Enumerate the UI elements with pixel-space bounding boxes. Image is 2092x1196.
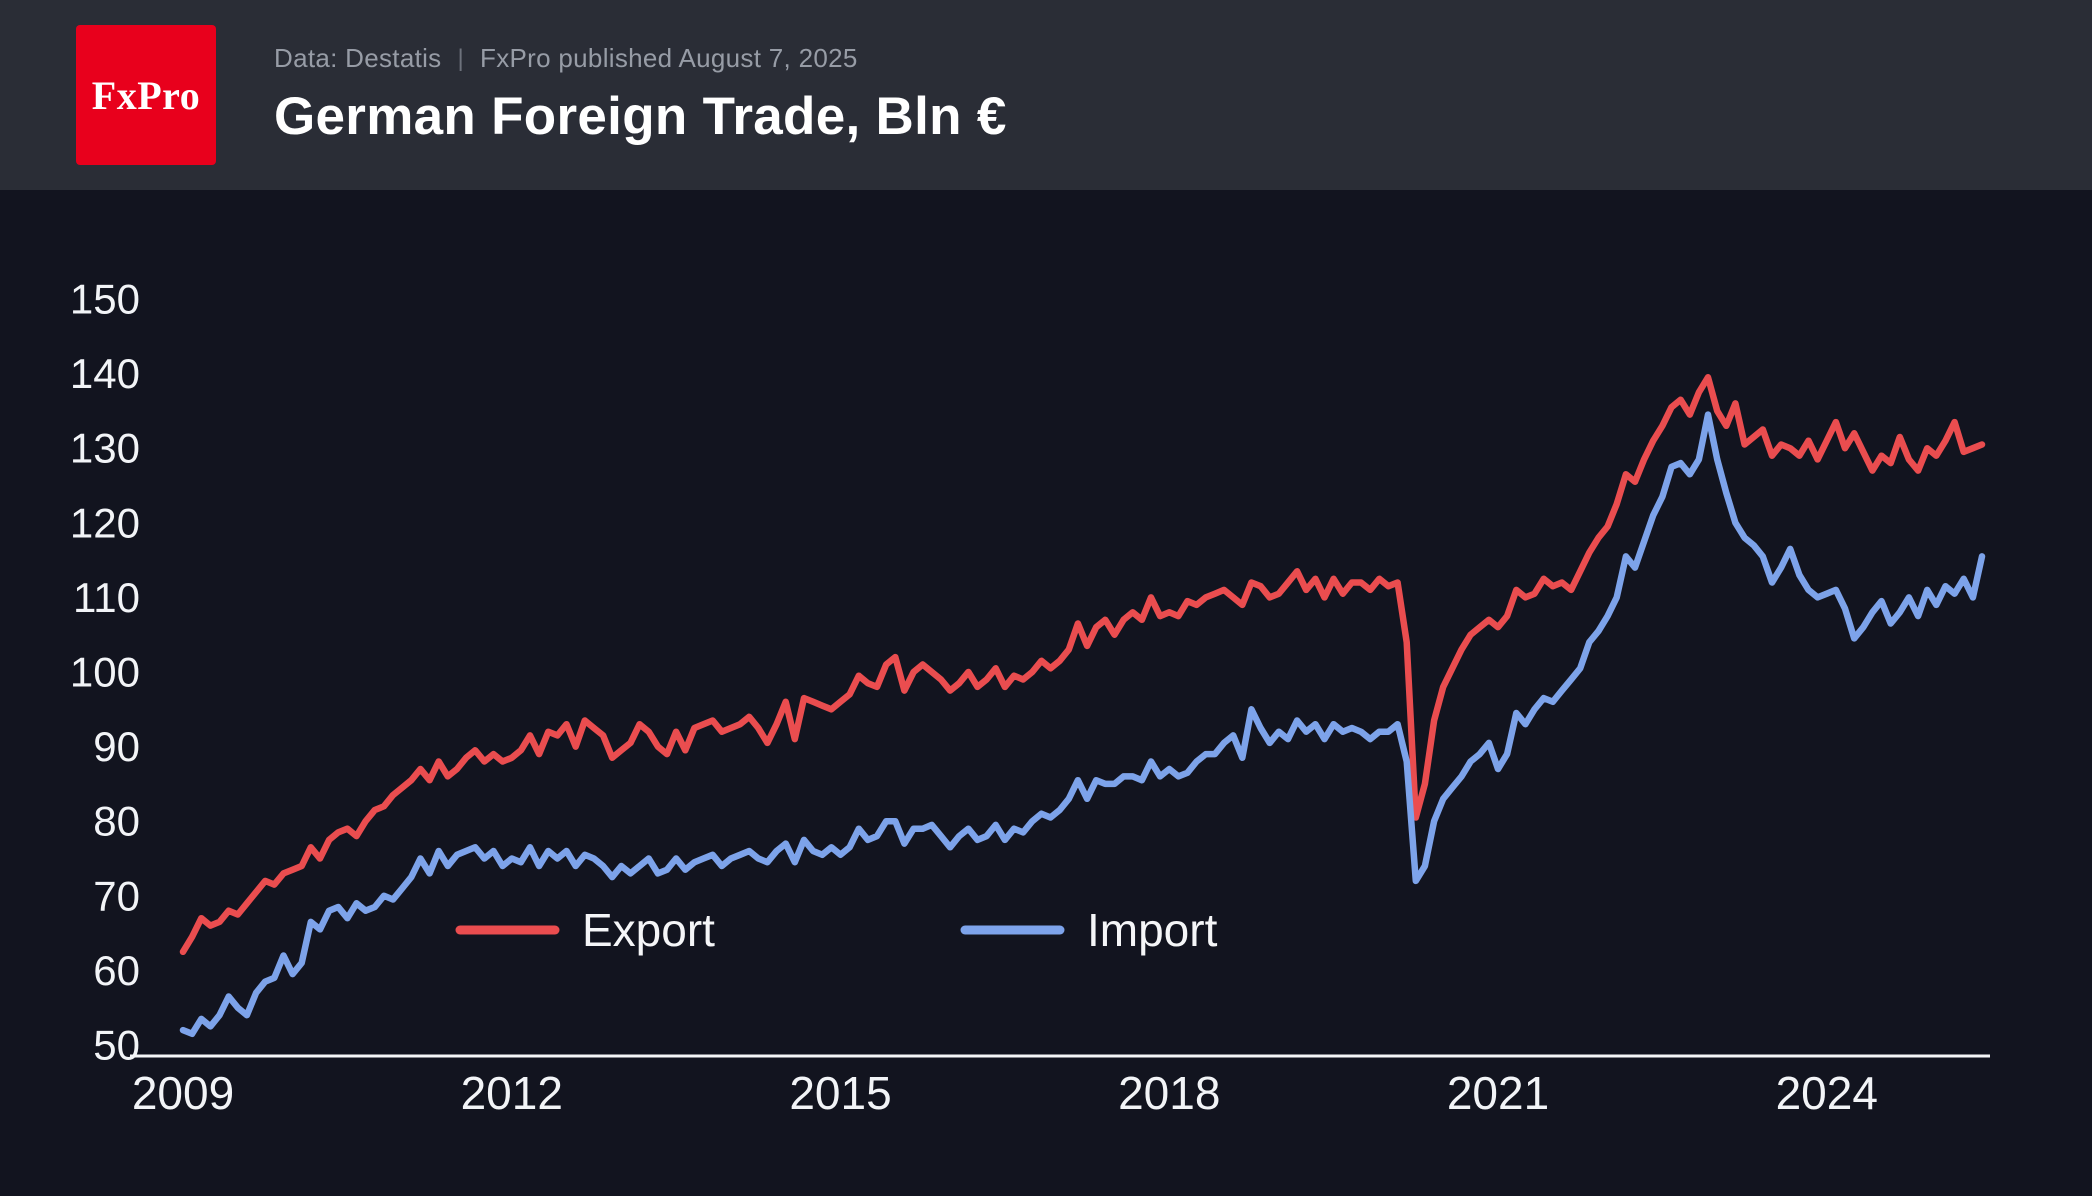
data-source-label: Data: Destatis	[274, 43, 442, 73]
legend-import-label: Import	[1087, 904, 1218, 956]
page-title: German Foreign Trade, Bln €	[274, 87, 1007, 146]
y-axis-label-130: 130	[70, 425, 140, 472]
y-axis-label-80: 80	[93, 798, 140, 845]
trade-line-chart: 50 60 70 80 90 100 110 120 130 140 150 2009 2012 2015…	[70, 276, 1990, 1119]
x-axis-label-2009: 2009	[132, 1067, 234, 1119]
x-axis-label-2012: 2012	[461, 1067, 563, 1119]
y-axis-label-70: 70	[93, 872, 140, 919]
y-axis-label-60: 60	[93, 947, 140, 994]
y-axis-label-110: 110	[73, 574, 140, 621]
x-axis-label-2024: 2024	[1776, 1067, 1878, 1119]
published-label: FxPro published August 7, 2025	[480, 43, 858, 73]
y-axis-label-90: 90	[93, 723, 140, 770]
x-axis-label-2018: 2018	[1118, 1067, 1220, 1119]
y-axis-label-140: 140	[70, 350, 140, 397]
header-text-block: Data: Destatis | FxPro published August …	[274, 43, 1007, 147]
y-axis-label-120: 120	[70, 499, 140, 546]
y-axis-label-50: 50	[93, 1022, 140, 1069]
x-axis-label-2015: 2015	[789, 1067, 891, 1119]
fxpro-logo-text: FxPro	[91, 72, 201, 118]
chart-area: 50 60 70 80 90 100 110 120 130 140 150 2009 2012 2015…	[0, 190, 2092, 1196]
source-separator: |	[457, 44, 465, 72]
import-line	[179, 411, 1986, 1038]
source-line: Data: Destatis | FxPro published August …	[274, 43, 1007, 74]
legend-export-label: Export	[582, 904, 715, 956]
y-axis-label-150: 150	[70, 276, 140, 323]
x-axis-label-2021: 2021	[1447, 1067, 1549, 1119]
header: FxPro Data: Destatis | FxPro published A…	[0, 0, 2092, 190]
y-axis-label-100: 100	[70, 649, 140, 696]
fxpro-logo: FxPro	[76, 25, 216, 165]
export-line	[179, 374, 1986, 956]
